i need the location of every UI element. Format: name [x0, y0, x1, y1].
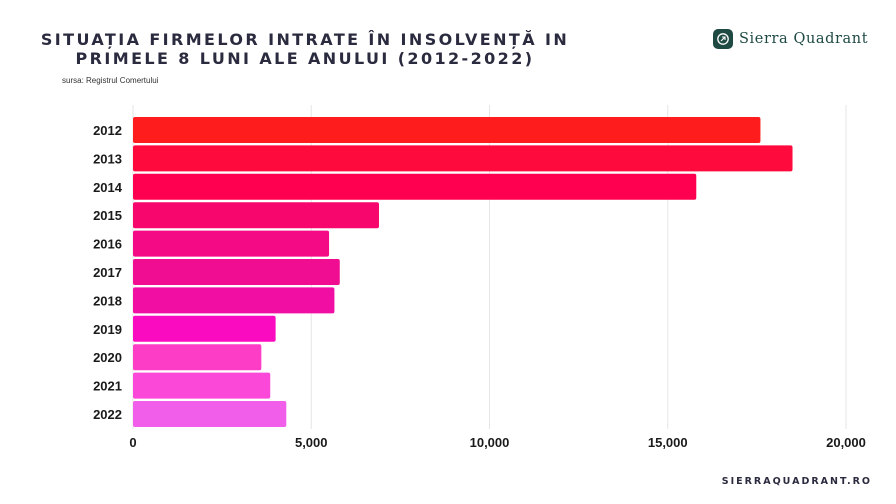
- y-tick-label: 2018: [93, 293, 122, 308]
- y-tick-labels: 2012 2013 2014 2015 2016 2017 2018 2019 2020 2021…: [93, 123, 123, 422]
- bar-2020: [133, 344, 262, 371]
- y-tick-label: 2017: [93, 265, 122, 280]
- x-tick-label: 20,000: [826, 435, 866, 450]
- chart-title-line-1: SITUAȚIA FIRMELOR INTRATE ÎN INSOLVENȚĂ …: [40, 30, 570, 49]
- y-tick-label: 2013: [93, 151, 122, 166]
- y-tick-label: 2019: [93, 322, 122, 337]
- bar-2018: [133, 287, 335, 314]
- y-tick-label: 2020: [93, 350, 122, 365]
- y-tick-label: 2015: [93, 208, 122, 223]
- x-tick-label: 0: [129, 435, 136, 450]
- source-note: sursa: Registrul Comertului: [62, 76, 159, 85]
- bar-2012: [133, 117, 761, 143]
- y-tick-label: 2022: [93, 407, 122, 422]
- footer-url: SIERRAQUADRANT.RO: [721, 476, 872, 487]
- chart-title: SITUAȚIA FIRMELOR INTRATE ÎN INSOLVENȚĂ …: [40, 30, 570, 68]
- brand-logo: Sierra Quadrant: [713, 28, 868, 50]
- bars: [133, 117, 793, 427]
- x-tick-label: 15,000: [648, 435, 688, 450]
- bar-2013: [133, 145, 793, 172]
- bar-2015: [133, 202, 379, 229]
- logo-text: Sierra Quadrant: [739, 31, 869, 47]
- chart-title-line-2: PRIMELE 8 LUNI ALE ANULUI (2012-2022): [75, 49, 535, 68]
- y-tick-label: 2014: [93, 180, 123, 195]
- bar-2014: [133, 173, 697, 200]
- bar-2021: [133, 372, 271, 399]
- y-tick-label: 2016: [93, 237, 122, 252]
- bar-2022: [133, 401, 287, 427]
- x-tick-labels: 0 5,000 10,000 15,000 20,000: [129, 435, 866, 450]
- bar-2016: [133, 230, 330, 257]
- quadrant-logo-icon: [713, 29, 733, 49]
- x-tick-label: 10,000: [470, 435, 510, 450]
- bar-2017: [133, 259, 340, 285]
- bar-2019: [133, 315, 276, 342]
- x-tick-label: 5,000: [295, 435, 328, 450]
- y-tick-label: 2012: [93, 123, 122, 138]
- y-tick-label: 2021: [93, 379, 122, 394]
